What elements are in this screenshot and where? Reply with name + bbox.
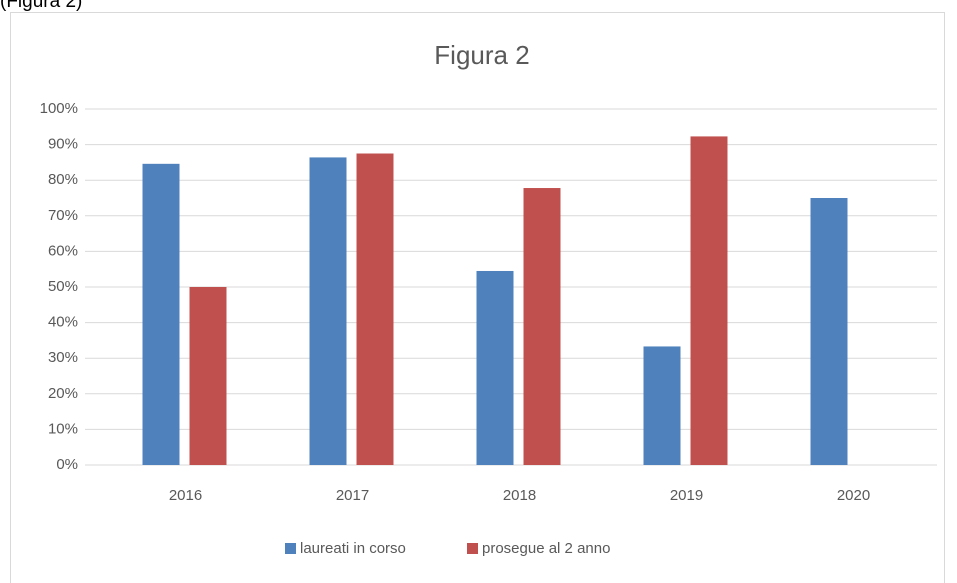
bar [690,136,728,466]
bar [142,163,180,465]
legend-swatch [467,543,478,554]
y-tick-label: 30% [48,349,78,366]
bar [643,346,681,465]
x-tick-label: 2016 [169,487,202,504]
legend-label: prosegue al 2 anno [482,540,610,557]
y-tick-label: 0% [56,456,78,473]
y-tick-label: 70% [48,207,78,224]
bar [810,198,848,465]
note: (Figura 2) [0,0,82,12]
y-tick-label: 10% [48,420,78,437]
bar [189,287,227,465]
bar [476,270,514,465]
legend-swatch [285,543,296,554]
bar [309,157,347,465]
y-tick-label: 90% [48,136,78,153]
legend-label: laureati in corso [300,540,406,557]
x-tick-label: 2019 [670,487,703,504]
y-tick-label: 50% [48,278,78,295]
y-tick-label: 40% [48,314,78,331]
bar [356,153,394,465]
bar [523,188,561,466]
y-tick-label: 60% [48,242,78,259]
y-tick-label: 100% [40,100,78,117]
y-tick-label: 20% [48,385,78,402]
x-tick-label: 2017 [336,487,369,504]
x-tick-label: 2020 [837,487,870,504]
x-tick-label: 2018 [503,487,536,504]
chart-title: Figura 2 [434,40,529,70]
y-tick-label: 80% [48,171,78,188]
